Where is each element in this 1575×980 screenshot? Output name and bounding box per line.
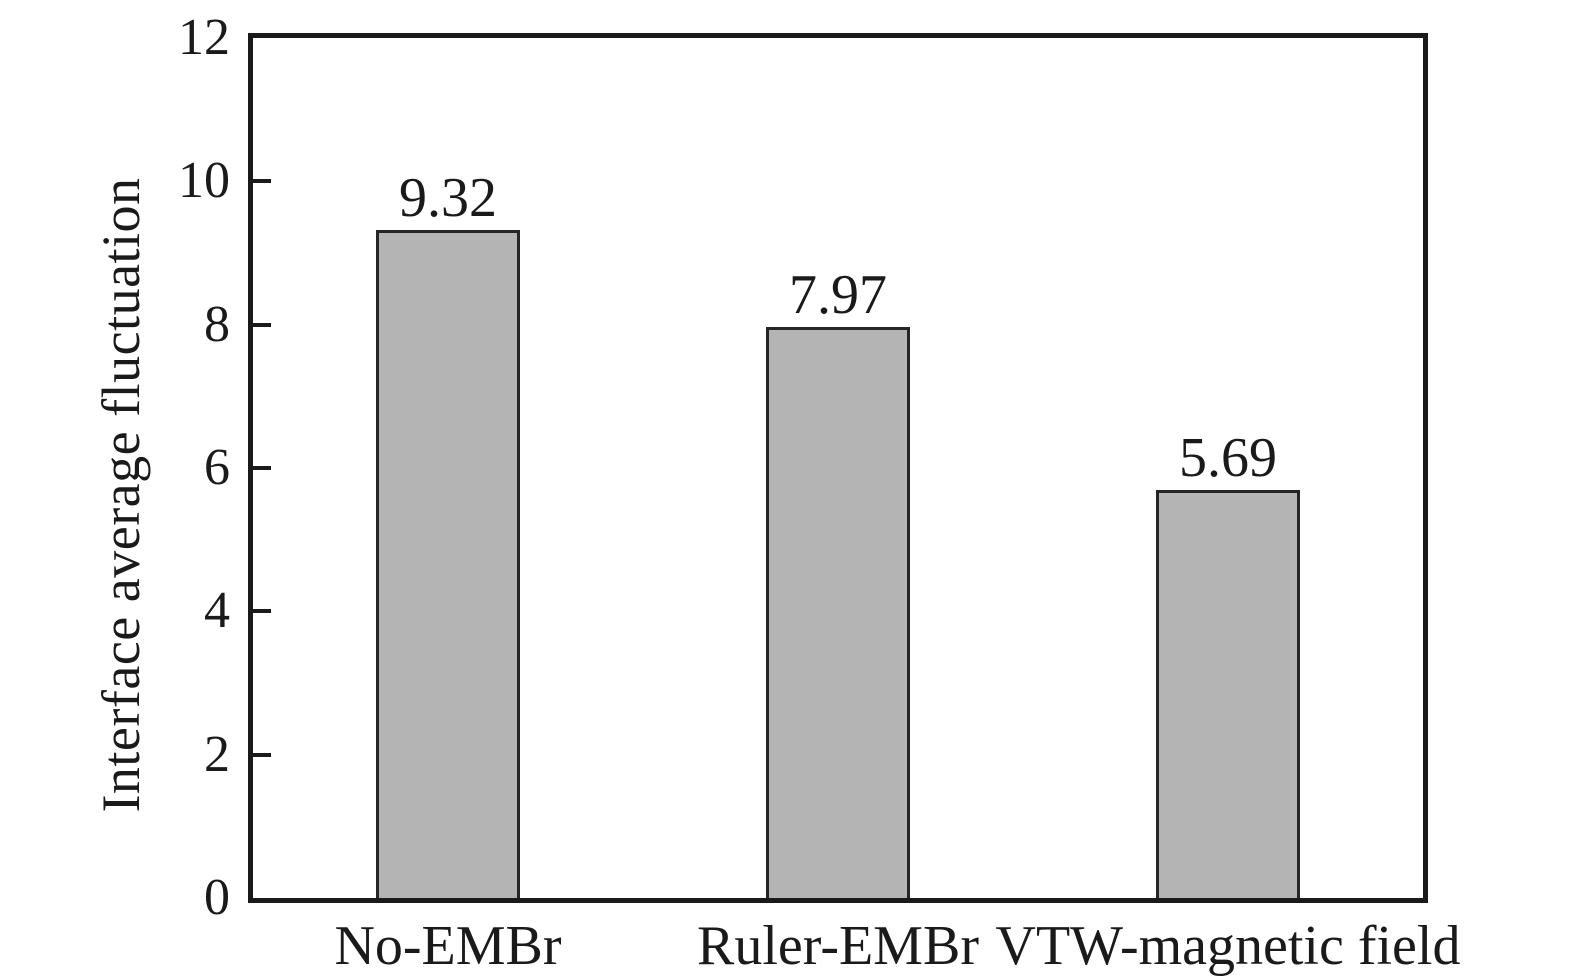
y-tick-label: 12 — [178, 9, 230, 66]
bar-1 — [376, 230, 520, 898]
y-axis-title: Interface average fluctuation — [91, 177, 151, 813]
x-category-label: Ruler-EMBr — [697, 915, 979, 977]
y-tick-mark — [253, 752, 271, 757]
y-tick-mark — [253, 322, 271, 327]
bar-3 — [1156, 490, 1300, 898]
bar-value-label: 5.69 — [1179, 427, 1277, 490]
y-tick-label: 8 — [204, 295, 230, 353]
y-tick-label: 6 — [204, 439, 230, 496]
y-tick-mark — [253, 466, 271, 470]
bar-value-label: 7.97 — [789, 263, 887, 326]
x-category-label: VTW-magnetic field — [995, 915, 1461, 977]
y-tick-label: 10 — [178, 152, 230, 210]
x-category-label: No-EMBr — [334, 915, 562, 977]
y-tick-label: 2 — [204, 725, 230, 783]
bar-value-label: 9.32 — [399, 167, 497, 230]
y-tick-mark — [253, 609, 271, 614]
y-tick-mark — [253, 179, 271, 184]
bar-2 — [766, 326, 910, 898]
y-tick-label: 0 — [204, 869, 230, 926]
y-tick-label: 4 — [204, 582, 230, 640]
